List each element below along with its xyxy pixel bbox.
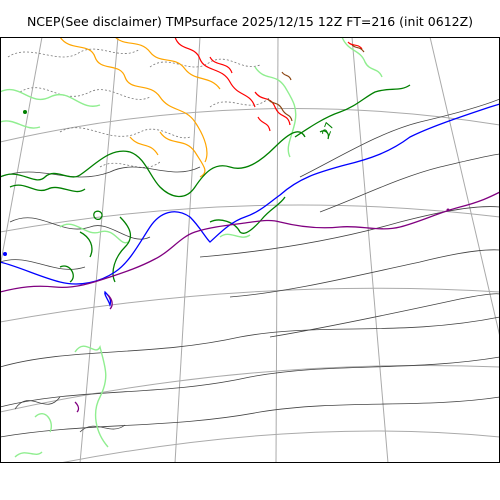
contour-label: 27	[320, 120, 337, 138]
meridian-line	[79, 37, 119, 463]
brown-contours	[267, 44, 365, 122]
graticule	[0, 37, 500, 463]
meridian-line	[351, 37, 389, 463]
meridian-line	[275, 37, 279, 463]
temperature-contour-map: 27	[0, 37, 500, 463]
purple-contours	[0, 191, 500, 413]
marker-dot	[23, 110, 27, 114]
parallel-line	[0, 364, 500, 413]
small-markers	[3, 110, 450, 256]
parallel-line	[0, 204, 500, 233]
parallel-line	[59, 430, 500, 463]
map-title: NCEP(See disclaimer) TMPsurface 2025/12/…	[26, 14, 474, 29]
marker-dot	[446, 208, 450, 212]
dark-green-contours	[0, 84, 411, 283]
marker-dot	[3, 252, 7, 256]
gray-contours	[0, 98, 500, 438]
meridian-line	[429, 37, 500, 338]
orange-contours	[59, 37, 221, 178]
meridian-line	[174, 37, 201, 463]
red-contours	[174, 37, 363, 132]
blue-contours	[0, 103, 500, 308]
light-green-contours	[0, 37, 383, 458]
dashed-contours	[7, 48, 271, 168]
meridian-line	[0, 37, 43, 268]
parallel-line	[0, 287, 500, 323]
